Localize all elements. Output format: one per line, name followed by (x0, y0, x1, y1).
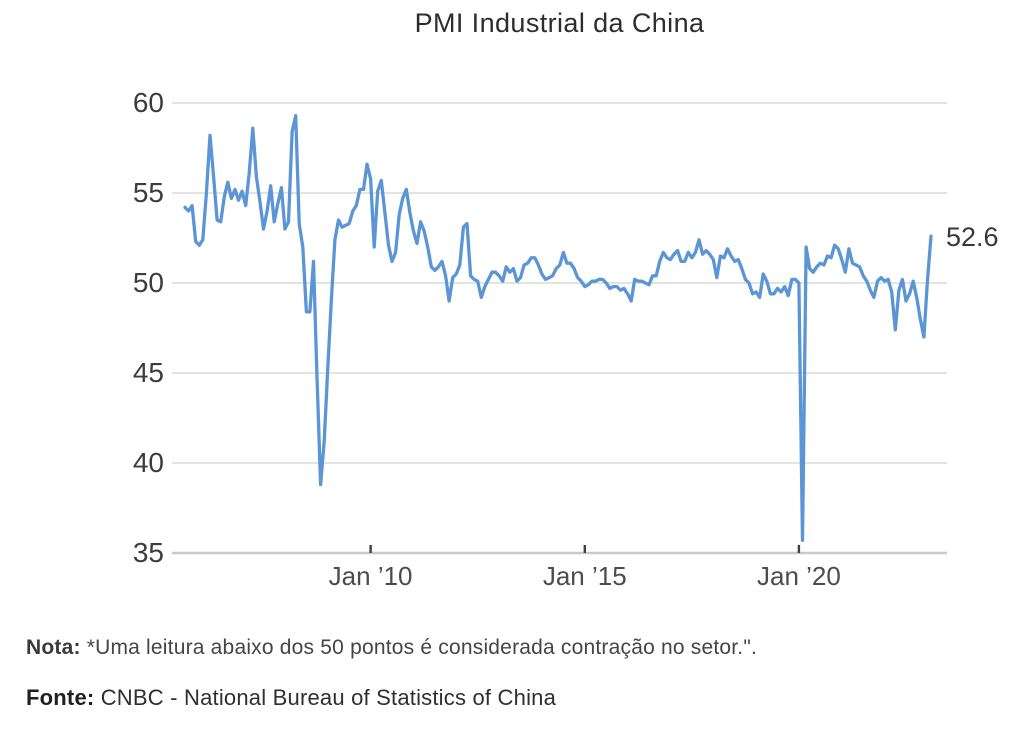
source-text: Fonte: CNBC - National Bureau of Statist… (26, 685, 556, 711)
y-axis-label-55: 55 (132, 177, 164, 208)
source-body: CNBC - National Bureau of Statistics of … (94, 685, 557, 710)
y-axis-label-50: 50 (132, 267, 164, 298)
y-axis-label-40: 40 (132, 447, 164, 478)
y-axis-label-35: 35 (132, 537, 164, 568)
x-axis-label: Jan ’10 (328, 561, 413, 591)
note-body: *Uma leitura abaixo dos 50 pontos é cons… (80, 636, 758, 659)
note-label: Nota: (26, 636, 81, 659)
x-axis-label: Jan ’15 (542, 561, 627, 591)
source-label: Fonte: (26, 685, 95, 710)
y-axis-label-45: 45 (132, 357, 164, 388)
pmi-series-line (183, 113, 933, 543)
y-axis-label-60: 60 (132, 87, 164, 118)
x-axis-label: Jan ’20 (757, 561, 841, 591)
chart-title: PMI Industrial da China (414, 8, 705, 38)
latest-value-label: 52.6 (946, 222, 999, 253)
note-text: Nota: *Uma leitura abaixo dos 50 pontos … (26, 636, 757, 660)
